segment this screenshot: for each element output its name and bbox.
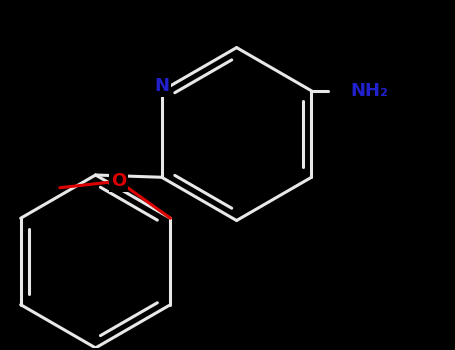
Text: NH₂: NH₂: [351, 82, 389, 100]
Text: O: O: [111, 172, 126, 190]
Text: N: N: [154, 77, 169, 95]
